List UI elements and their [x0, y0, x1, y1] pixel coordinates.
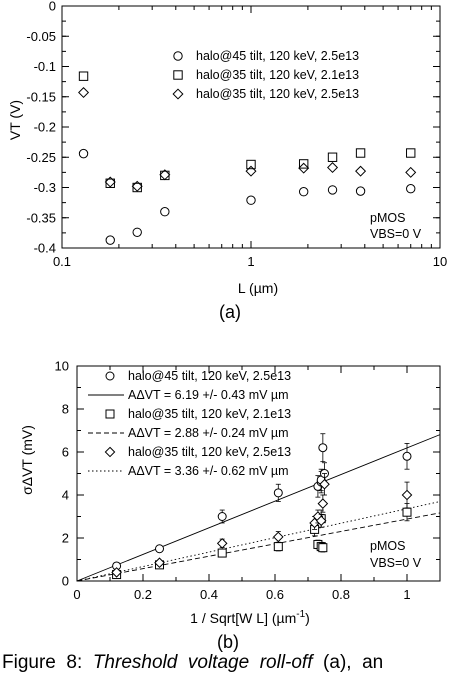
legend-marker-square	[105, 409, 115, 419]
data-point-circle	[406, 184, 416, 194]
vt-rolloff-chart: VT (V) L (µm) pMOS VBS=0 V (a) 0.1 1 10 0 -0…	[7, 0, 447, 322]
data-point-square	[298, 159, 309, 169]
y-tick-label: -0.1	[34, 59, 56, 74]
annotation-line-1: pMOS	[370, 211, 405, 225]
y-tick-label: -0.35	[26, 210, 56, 225]
legend-marker-square	[173, 70, 183, 80]
y-tick-label: 6	[62, 445, 69, 460]
x-tick-label: 0.8	[332, 587, 350, 602]
legend-label: halo@35 tilt, 120 keV, 2.1e13	[196, 68, 359, 82]
data-point-square	[246, 159, 256, 170]
data-point-diamond	[355, 165, 367, 177]
y-axis-label: VT (V)	[7, 100, 23, 140]
data-point-diamond	[272, 531, 284, 543]
legend-marker-circle	[105, 371, 115, 381]
data-point-circle	[318, 443, 328, 453]
data-point-circle	[298, 187, 309, 197]
data-point-diamond	[78, 87, 90, 99]
data-point-diamond	[111, 567, 122, 578]
y-axis-label: σΔVT (mV)	[19, 425, 35, 495]
data-point-square	[78, 71, 89, 81]
data-point-diamond	[319, 478, 330, 490]
data-point-diamond	[104, 176, 116, 188]
legend-fit-label: AΔVT = 2.88 +/- 0.24 mV µm	[128, 426, 289, 440]
x-tick-label: 0.4	[200, 587, 218, 602]
x-axis-label: 1 / Sqrt[W L] (µm-1)	[190, 609, 310, 626]
data-point-circle	[217, 512, 227, 521]
y-tick-label: 10	[55, 359, 69, 374]
data-point-diamond	[216, 538, 228, 549]
data-point-diamond	[298, 162, 310, 174]
data-point-diamond	[401, 489, 413, 501]
data-point-square	[273, 542, 283, 552]
fit-line-dashed	[76, 512, 441, 582]
data-point-diamond	[154, 557, 165, 569]
y-tick-label: -0.05	[26, 29, 56, 44]
y-tick-label: 4	[62, 488, 69, 503]
data-point-square	[406, 148, 416, 158]
legend-label: halo@35 tilt, 120 keV, 2.5e13	[128, 445, 291, 459]
y-tick-label: 8	[62, 402, 69, 417]
data-point-circle	[246, 195, 256, 205]
y-tick-label: -0.15	[26, 89, 56, 104]
x-tick-label: 0	[73, 587, 80, 602]
data-point-square	[355, 148, 366, 158]
subfigure-label-b: (b)	[217, 632, 239, 652]
x-tick-label: 10	[433, 254, 447, 269]
data-point-circle	[327, 185, 338, 195]
x-tick-label: 0.1	[53, 254, 71, 269]
data-point-circle	[355, 186, 366, 196]
data-point-circle	[132, 227, 142, 237]
data-point-circle	[155, 544, 164, 554]
legend-label: halo@45 tilt, 120 keV, 2.5e13	[128, 369, 291, 383]
x-tick-label: 1	[247, 254, 254, 269]
legend-fit-label: AΔVT = 6.19 +/- 0.43 mV µm	[128, 388, 289, 402]
x-tick-label: 1	[403, 587, 410, 602]
annotation-line-1: pMOS	[370, 539, 405, 553]
y-tick-label: -0.2	[34, 120, 56, 135]
x-tick-label: 0.2	[134, 587, 152, 602]
y-tick-label: -0.4	[34, 241, 56, 256]
data-point-square	[402, 507, 412, 517]
annotation-line-2: VBS=0 V	[370, 556, 422, 570]
subfigure-label-a: (a)	[219, 302, 241, 322]
data-point-diamond	[159, 169, 171, 181]
legend-label: halo@35 tilt, 120 keV, 2.1e13	[128, 407, 291, 421]
y-tick-label: 2	[62, 531, 69, 546]
sigma-delta-vt-chart: σΔVT (mV) 1 / Sqrt[W L] (µm-1) pMOS VBS=…	[19, 359, 441, 652]
data-point-diamond	[317, 498, 329, 509]
figure-caption: Figure 8: Threshold voltage roll-off (a)…	[2, 652, 384, 673]
x-axis-label: L (µm)	[238, 280, 278, 296]
data-point-diamond	[245, 165, 257, 177]
data-point-circle	[402, 451, 412, 461]
y-tick-label: -0.3	[34, 180, 56, 195]
legend-marker-diamond	[104, 446, 116, 458]
data-point-diamond	[315, 515, 327, 527]
x-tick-label: 0.6	[266, 587, 284, 602]
y-tick-label: 0	[49, 0, 56, 14]
data-point-square	[217, 548, 227, 558]
annotation-line-2: VBS=0 V	[370, 227, 422, 241]
data-point-circle	[105, 235, 115, 245]
fit-line-solid	[76, 434, 441, 582]
data-point-diamond	[327, 162, 339, 174]
y-tick-label: 0	[62, 574, 69, 589]
legend-label: halo@45 tilt, 120 keV, 2.5e13	[196, 49, 359, 63]
data-point-circle	[78, 148, 89, 159]
y-tick-label: -0.25	[26, 150, 56, 165]
data-point-square	[318, 543, 328, 553]
legend-marker-circle	[173, 51, 183, 61]
legend-fit-label: AΔVT = 3.36 +/- 0.62 mV µm	[128, 464, 289, 478]
data-point-diamond	[405, 166, 417, 178]
legend-marker-diamond	[172, 88, 184, 100]
data-point-square	[327, 152, 338, 162]
legend-label: halo@35 tilt, 120 keV, 2.5e13	[196, 87, 359, 101]
data-point-diamond	[131, 180, 143, 192]
data-point-circle	[273, 488, 283, 498]
data-point-circle	[160, 207, 170, 217]
